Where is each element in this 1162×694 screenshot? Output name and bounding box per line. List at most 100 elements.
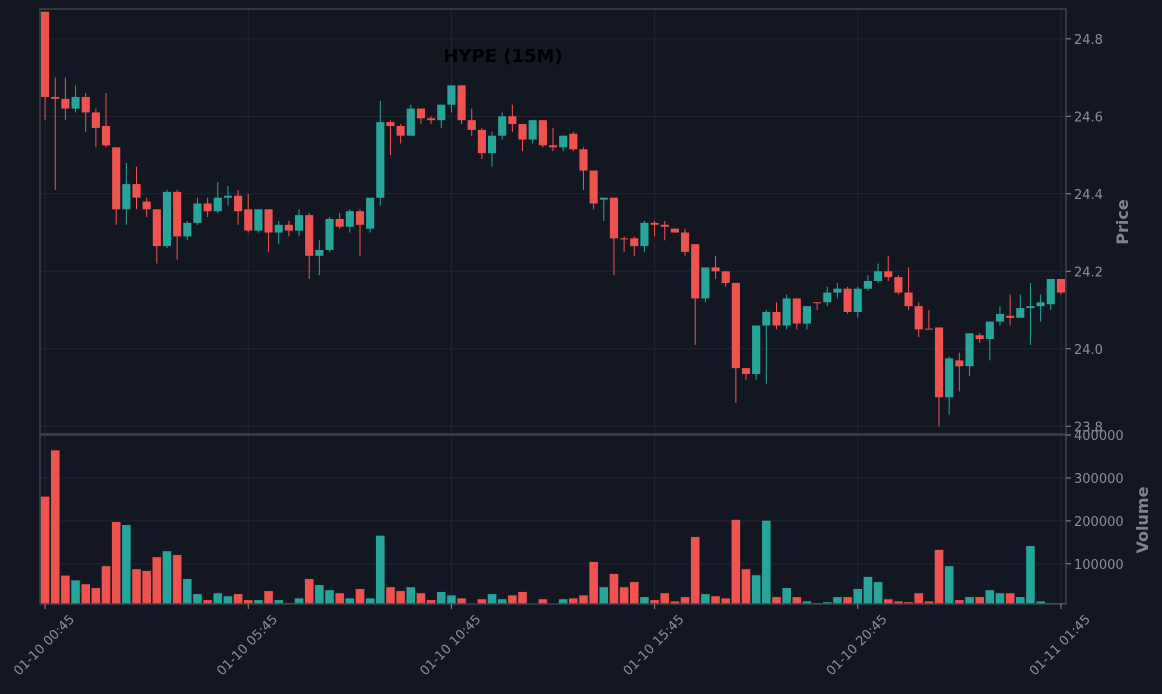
candle-body: [294, 215, 304, 231]
candle-body: [112, 147, 121, 210]
volume-bar: [70, 579, 81, 605]
volume-bar: [151, 556, 162, 605]
volume-bar: [700, 593, 711, 605]
candle-body: [366, 197, 375, 229]
volume-bar: [537, 598, 548, 605]
volume-bar: [690, 536, 701, 605]
volume-bar: [162, 550, 172, 605]
volume-bar: [558, 598, 569, 605]
volume-bar: [913, 592, 924, 605]
volume-panel-frame: [39, 434, 1067, 605]
candle-body: [315, 249, 324, 256]
volume-bar: [365, 597, 376, 605]
candle-body: [244, 209, 253, 231]
volume-bar: [294, 597, 304, 605]
volume-bar: [334, 592, 345, 605]
volume-bar: [629, 581, 640, 605]
candle-body: [792, 298, 801, 324]
candle-body: [61, 98, 70, 109]
candle-body: [863, 280, 872, 289]
candle-body: [254, 209, 263, 231]
volume-bar: [314, 584, 325, 605]
candle-body: [762, 311, 771, 326]
candle-body: [132, 184, 141, 198]
volume-bar: [964, 596, 975, 605]
candle-body: [579, 149, 588, 171]
volume-bar: [233, 593, 243, 605]
candle-body: [538, 120, 547, 146]
candle-body: [640, 222, 649, 247]
candle-body: [660, 224, 669, 227]
candle-body: [650, 222, 659, 225]
candle-body: [741, 368, 751, 374]
candle-body: [284, 224, 293, 231]
volume-bar: [487, 593, 497, 605]
volume-bar: [995, 592, 1005, 605]
candle-body: [934, 327, 944, 398]
volume-bar: [80, 583, 91, 605]
volume-bar: [619, 586, 629, 605]
volume-bar: [60, 575, 71, 605]
volume-bar: [791, 596, 802, 605]
candle-body: [853, 288, 862, 312]
candle-body: [995, 313, 1005, 322]
candle-body: [701, 267, 710, 299]
candle-body: [589, 170, 598, 204]
price-panel-frame: [39, 8, 1067, 435]
candle-body: [376, 122, 385, 198]
candle-body: [305, 215, 314, 256]
candle-body: [620, 238, 629, 240]
candle-body: [894, 277, 903, 293]
volume-bar: [934, 549, 944, 605]
candle-body: [670, 228, 679, 233]
volume-bar: [568, 597, 579, 605]
volume-bar: [101, 565, 111, 605]
candle-body: [487, 135, 497, 154]
volume-bar: [781, 587, 792, 605]
candle-body: [335, 218, 344, 227]
candle-body: [213, 197, 222, 212]
candle-body: [843, 288, 852, 312]
candle-body: [396, 126, 405, 136]
volume-bar: [720, 597, 731, 605]
volume-bar: [863, 576, 873, 605]
candle-body: [274, 224, 283, 233]
y-axis-label: Price: [1113, 199, 1132, 245]
candle-body: [680, 232, 690, 252]
candle-body: [559, 135, 568, 148]
candle-body: [437, 104, 446, 121]
volume-bar: [639, 596, 650, 605]
candle-body: [51, 96, 60, 99]
candle-body: [173, 191, 182, 237]
volume-bar: [578, 594, 589, 605]
candle-body: [772, 311, 781, 326]
volume-bar: [477, 598, 487, 605]
candle-body: [447, 85, 456, 105]
candle-body: [101, 126, 111, 146]
candle-body: [152, 209, 161, 247]
candle-body: [406, 108, 415, 136]
volume-bar: [131, 568, 142, 605]
volume-bar: [446, 594, 457, 605]
y-tick-label: 100000: [1074, 558, 1124, 573]
candle-body: [1056, 279, 1065, 293]
candle-body: [193, 203, 202, 223]
candle-body: [183, 222, 192, 237]
y-tick-label: 23.8: [1074, 420, 1103, 435]
volume-bar: [1015, 596, 1026, 605]
candle-body: [264, 209, 273, 233]
volume-bar: [324, 589, 335, 605]
volume-bar: [588, 561, 599, 605]
candle-body: [508, 116, 517, 125]
volume-bar: [395, 590, 406, 605]
candle-body: [498, 116, 507, 136]
candle-body: [874, 271, 883, 281]
y-tick-label: 300000: [1074, 472, 1124, 487]
candle-body: [91, 112, 100, 128]
volume-bar: [385, 586, 396, 605]
candle-body: [1026, 306, 1035, 309]
volume-bar: [223, 595, 233, 605]
y-tick-label: 400000: [1074, 429, 1124, 444]
candle-body: [223, 195, 232, 198]
volume-bar: [304, 578, 315, 605]
